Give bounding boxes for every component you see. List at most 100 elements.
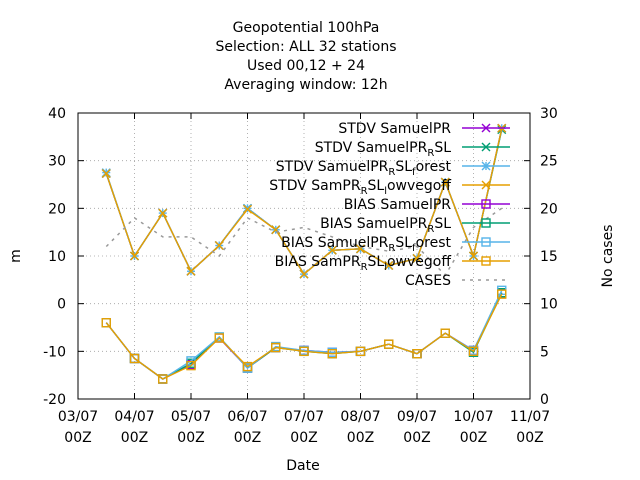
point-marker bbox=[355, 346, 366, 357]
legend-label: BIAS SamuelPRRSL bbox=[320, 216, 451, 235]
x-tick-label-line2: 00Z bbox=[460, 430, 487, 446]
point-marker bbox=[158, 374, 168, 384]
point-marker bbox=[101, 318, 111, 328]
title-line: Averaging window: 12h bbox=[224, 77, 387, 93]
series-line bbox=[105, 293, 503, 380]
series bbox=[101, 123, 507, 384]
legend-label: BIAS SamuelPR bbox=[344, 197, 452, 213]
x-tick-label-line2: 00Z bbox=[290, 430, 317, 446]
y2-tick-label: 20 bbox=[540, 201, 558, 217]
legend-entry: STDV SamPRRSLlowvegoff bbox=[269, 178, 510, 197]
point-marker bbox=[327, 349, 337, 359]
title-line: Used 00,12 + 24 bbox=[247, 58, 365, 74]
x-tick-label: 07/07 bbox=[284, 409, 324, 425]
series-3 bbox=[101, 123, 507, 279]
y-tick-label: 30 bbox=[48, 154, 66, 170]
point-marker bbox=[101, 169, 111, 179]
series-7 bbox=[101, 289, 507, 384]
x-tick-label: 05/07 bbox=[171, 409, 211, 425]
x-tick-label-line2: 00Z bbox=[121, 430, 148, 446]
x-tick-label: 06/07 bbox=[227, 409, 267, 425]
x-axis-label: Date bbox=[286, 458, 319, 474]
legend-entry: STDV SamuelPRRSLforest bbox=[276, 159, 510, 178]
y-tick-label: 10 bbox=[48, 249, 66, 265]
legend-entry: CASES bbox=[405, 273, 510, 289]
legend-entry: BIAS SamuelPRRSL bbox=[320, 216, 510, 235]
point-marker bbox=[440, 177, 450, 187]
series-6 bbox=[101, 285, 507, 384]
x-tick-label: 08/07 bbox=[340, 409, 380, 425]
series-5 bbox=[101, 288, 507, 384]
y2-tick-label: 15 bbox=[540, 249, 558, 265]
point-marker bbox=[271, 342, 281, 353]
point-marker bbox=[481, 256, 491, 266]
x-tick-label-line2: 00Z bbox=[516, 430, 543, 446]
point-marker bbox=[412, 349, 422, 359]
legend-entry: BIAS SamuelPR bbox=[344, 197, 510, 213]
legend-entry: STDV SamuelPR bbox=[338, 121, 510, 137]
point-marker bbox=[481, 142, 491, 152]
y2-tick-label: 5 bbox=[540, 344, 549, 360]
legend-label: STDV SamuelPRRSL bbox=[315, 140, 451, 159]
series-4 bbox=[101, 288, 507, 384]
legend-label: BIAS SamPRRSLlowvegoff bbox=[275, 254, 452, 273]
x-tick-label: 11/07 bbox=[510, 409, 550, 425]
point-marker bbox=[299, 269, 309, 279]
point-marker bbox=[481, 218, 491, 228]
y2-tick-label: 10 bbox=[540, 297, 558, 313]
y2-axis: 0 5 10 15 20 25 30 bbox=[524, 106, 558, 408]
point-marker bbox=[158, 208, 168, 218]
y-tick-label: -10 bbox=[43, 344, 66, 360]
x-tick-label-line2: 00Z bbox=[234, 430, 261, 446]
x-axis: 03/07 00Z 04/07 00Z 05/07 00Z 06/07 00Z 07/07 00Z… bbox=[58, 113, 550, 446]
y-tick-label: 40 bbox=[48, 106, 66, 122]
legend-entry: BIAS SamPRRSLlowvegoff bbox=[275, 254, 510, 273]
point-marker bbox=[440, 328, 450, 338]
y-axis: -20 -10 0 10 20 30 40 bbox=[43, 106, 84, 408]
point-marker bbox=[243, 204, 252, 214]
legend-entry: BIAS SamuelPRRSLforest bbox=[281, 235, 510, 254]
legend-label: STDV SamuelPR bbox=[338, 121, 451, 137]
y-tick-label: 20 bbox=[48, 201, 66, 217]
point-marker bbox=[129, 353, 140, 364]
y2-tick-label: 0 bbox=[540, 392, 549, 408]
y-tick-label: -20 bbox=[43, 392, 66, 408]
point-marker bbox=[497, 289, 507, 299]
point-marker bbox=[214, 333, 224, 343]
point-marker bbox=[186, 266, 196, 276]
x-tick-label-line2: 00Z bbox=[403, 430, 430, 446]
title-line: Selection: ALL 32 stations bbox=[215, 39, 396, 55]
point-marker bbox=[481, 180, 491, 190]
point-marker bbox=[384, 339, 394, 349]
point-marker bbox=[242, 361, 253, 372]
point-marker bbox=[481, 237, 491, 247]
point-marker bbox=[469, 251, 478, 261]
legend-label: STDV SamPRRSLlowvegoff bbox=[269, 178, 451, 197]
point-marker bbox=[481, 123, 491, 133]
point-marker bbox=[481, 199, 491, 209]
title-line: Geopotential 100hPa bbox=[233, 20, 380, 36]
point-marker bbox=[468, 346, 479, 357]
x-tick-label: 10/07 bbox=[453, 409, 493, 425]
x-tick-label: 09/07 bbox=[397, 409, 437, 425]
y-axis-label: m bbox=[8, 249, 24, 263]
legend-label: BIAS SamuelPRRSLforest bbox=[281, 235, 451, 254]
point-marker bbox=[384, 261, 394, 271]
legend-entry: STDV SamuelPRRSL bbox=[315, 140, 510, 159]
x-tick-label-line2: 00Z bbox=[347, 430, 374, 446]
x-tick-label-line2: 00Z bbox=[177, 430, 204, 446]
point-marker bbox=[214, 241, 224, 251]
x-tick-label: 03/07 bbox=[58, 409, 98, 425]
y2-tick-label: 25 bbox=[540, 154, 558, 170]
point-marker bbox=[412, 253, 422, 263]
x-tick-label: 04/07 bbox=[114, 409, 154, 425]
point-marker bbox=[271, 225, 281, 235]
y2-tick-label: 30 bbox=[540, 106, 558, 122]
y2-axis-label: No cases bbox=[600, 225, 616, 288]
point-marker bbox=[186, 360, 196, 371]
chart-title: Geopotential 100hPa Selection: ALL 32 sta… bbox=[215, 20, 396, 93]
y-tick-label: 0 bbox=[57, 297, 66, 313]
legend-label: STDV SamuelPRRSLforest bbox=[276, 159, 452, 178]
